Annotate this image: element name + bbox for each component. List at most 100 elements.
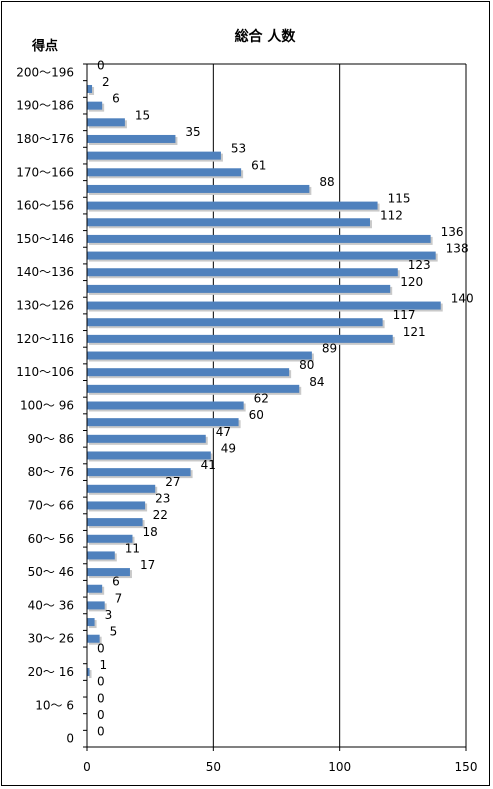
x-tick-label: 0 [83,760,91,774]
data-label: 27 [165,475,180,489]
data-label: 49 [221,441,236,455]
data-label: 123 [408,258,431,272]
bar [87,601,105,610]
y-tick-label: 130～126 [16,299,74,313]
data-label: 0 [97,641,105,655]
bar [87,301,441,310]
y-tick-label: 20～ 16 [28,665,74,679]
data-label: 0 [97,708,105,722]
chart-title: 総合 人数 [235,28,297,45]
bar [87,451,211,460]
data-label: 140 [451,292,474,306]
y-tick-label: 40～ 36 [28,598,74,612]
bar [87,268,398,277]
bar [87,618,95,627]
data-label: 17 [140,558,155,572]
bar [87,201,378,210]
data-label: 18 [142,525,157,539]
bar [87,101,103,110]
y-tick-label: 100～ 96 [20,399,74,413]
data-label: 5 [110,625,118,639]
data-label: 112 [380,208,403,222]
bar [87,151,221,160]
y-tick-label: 190～186 [16,99,74,113]
axes [83,63,467,751]
data-label: 138 [446,242,469,256]
data-labels: 0261535536188115112136138123120140117121… [97,58,474,738]
y-tick-label: 80～ 76 [28,465,74,479]
bar [87,434,206,443]
x-tick-label: 100 [328,760,351,774]
y-tick-label: 180～176 [16,132,74,146]
data-label: 47 [216,425,231,439]
bar [87,551,115,560]
data-label: 53 [231,142,246,156]
y-tick-label: 60～ 56 [28,532,74,546]
bar [87,568,130,577]
data-label: 35 [185,125,200,139]
bar [87,334,393,343]
bar [87,368,290,377]
bar [87,584,103,593]
data-label: 60 [249,408,264,422]
y-axis-label: 得点 [31,38,58,54]
data-label: 115 [388,192,411,206]
bar [87,284,391,293]
data-label: 15 [135,108,150,122]
data-label: 117 [393,308,416,322]
bar [87,134,176,143]
y-tick-label: 160～156 [16,199,74,213]
x-tick-label: 50 [206,760,221,774]
bar [87,484,156,493]
data-label: 88 [319,175,334,189]
data-label: 1 [100,658,108,672]
y-tick-label: 30～ 26 [28,632,74,646]
data-label: 22 [153,508,168,522]
data-label: 6 [112,92,120,106]
data-label: 120 [400,275,423,289]
y-tick-label: 70～ 66 [28,498,74,512]
data-label: 11 [125,541,140,555]
data-label: 80 [299,358,314,372]
bar [87,468,191,477]
y-tick-label: 90～ 86 [28,432,74,446]
bar [87,318,383,327]
y-tick-label: 110～106 [16,365,74,379]
y-tick-label: 150～146 [16,232,74,246]
bar [87,218,370,227]
bar [87,634,100,643]
data-label: 0 [97,725,105,739]
y-tick-label: 200～196 [16,65,74,79]
x-tick-label: 150 [455,760,478,774]
y-tick-label: 0 [66,732,74,746]
bar [87,518,143,527]
bars [87,84,443,679]
bar [87,534,133,543]
y-tick-label: 50～ 46 [28,565,74,579]
bar [87,118,125,127]
y-tick-labels: 200～196 190～186 180～176 170～166 160～156 150～1… [16,65,74,745]
data-label: 61 [251,158,266,172]
bar [87,668,90,677]
bar [87,184,310,193]
bar [87,234,431,243]
data-label: 2 [102,75,110,89]
bar [87,401,244,410]
bar [87,384,300,393]
bar [87,501,146,510]
data-label: 62 [254,392,269,406]
bar [87,351,312,360]
data-label: 0 [97,675,105,689]
data-label: 7 [115,591,123,605]
data-label: 0 [97,691,105,705]
bar [87,251,436,260]
data-label: 84 [309,375,324,389]
y-tick-label: 120～116 [16,332,74,346]
data-label: 41 [201,458,216,472]
data-label: 89 [322,342,337,356]
data-label: 23 [155,491,170,505]
bar [87,168,242,177]
data-label: 0 [97,58,105,72]
bar [87,84,93,93]
data-label: 121 [403,325,426,339]
